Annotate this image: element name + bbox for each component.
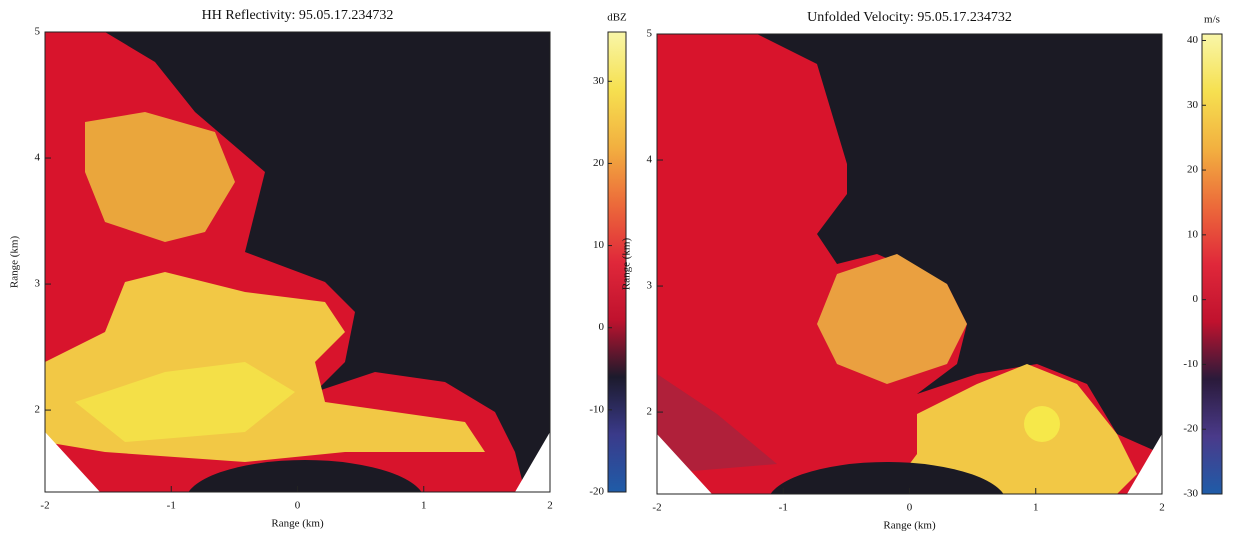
colorbar-tick-label: -30 bbox=[1183, 488, 1198, 500]
x-tick-label: 2 bbox=[547, 500, 553, 512]
y-tick-label: 4 bbox=[647, 154, 653, 166]
colorbar-tick-label: 20 bbox=[1187, 164, 1199, 176]
x-axis-label: Range (km) bbox=[883, 520, 936, 532]
y-axis-label: Range (km) bbox=[621, 238, 633, 291]
chart-title: HH Reflectivity: 95.05.17.234732 bbox=[202, 8, 394, 23]
colorbar-tick-label: 10 bbox=[593, 239, 605, 251]
chart-title: Unfolded Velocity: 95.05.17.234732 bbox=[807, 10, 1012, 25]
colorbar-tick-label: 30 bbox=[1187, 99, 1199, 111]
colorbar-tick-label: 20 bbox=[593, 157, 605, 169]
x-tick-label: -1 bbox=[167, 500, 176, 512]
y-tick-label: 5 bbox=[647, 28, 653, 40]
y-tick-label: 2 bbox=[35, 404, 41, 416]
velocity-field bbox=[657, 34, 1162, 494]
x-tick-label: 2 bbox=[1159, 502, 1165, 514]
colorbar bbox=[1201, 33, 1223, 495]
colorbar-tick-label: 0 bbox=[1193, 293, 1199, 305]
colorbar-tick-label: 40 bbox=[1187, 34, 1199, 46]
reflectivity-field bbox=[45, 32, 550, 492]
colorbar-tick-label: -10 bbox=[589, 403, 604, 415]
colorbar-tick-label: -20 bbox=[1183, 423, 1198, 435]
x-tick-label: 0 bbox=[907, 502, 913, 514]
colorbar-tick-label: 30 bbox=[593, 75, 605, 87]
x-tick-label: 0 bbox=[295, 500, 301, 512]
y-axis-label: Range (km) bbox=[9, 236, 21, 289]
y-tick-label: 2 bbox=[647, 406, 653, 418]
x-tick-label: -1 bbox=[779, 502, 788, 514]
colorbar-label: dBZ bbox=[607, 12, 627, 24]
x-tick-label: 1 bbox=[1033, 502, 1039, 514]
colorbar-tick-label: 10 bbox=[1187, 228, 1199, 240]
x-tick-label: -2 bbox=[652, 502, 661, 514]
colorbar bbox=[607, 31, 627, 493]
colorbar-tick-label: -10 bbox=[1183, 358, 1198, 370]
y-tick-label: 3 bbox=[35, 278, 41, 290]
y-tick-label: 4 bbox=[35, 152, 41, 164]
y-tick-label: 3 bbox=[647, 280, 653, 292]
colorbar-label: m/s bbox=[1204, 14, 1220, 26]
colorbar-tick-label: 0 bbox=[599, 321, 605, 333]
x-axis-label: Range (km) bbox=[271, 518, 324, 530]
colorbar-tick-label: -20 bbox=[589, 486, 604, 498]
x-tick-label: -2 bbox=[40, 500, 49, 512]
x-tick-label: 1 bbox=[421, 500, 427, 512]
y-tick-label: 5 bbox=[35, 26, 41, 38]
